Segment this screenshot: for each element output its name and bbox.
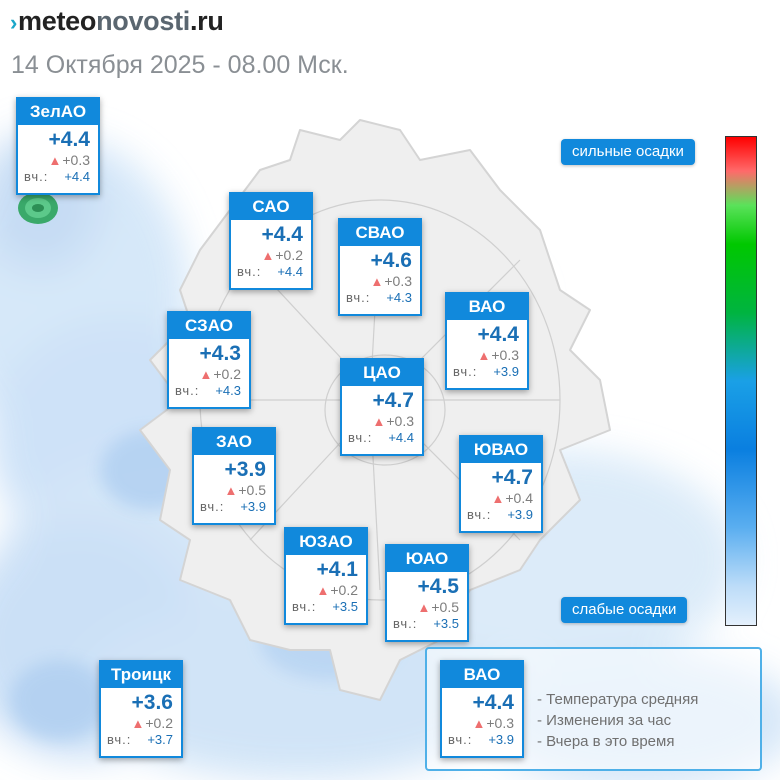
brand-logo: ›meteonovosti.ru	[10, 6, 224, 36]
district-name: ВАО	[442, 662, 522, 688]
district-card-szao: СЗАО +4.3 ▲+0.2 вч.: +4.3	[167, 311, 251, 409]
avg-temperature: +4.7	[491, 466, 533, 489]
district-name: ЦАО	[342, 360, 422, 386]
avg-temperature: +3.9	[224, 458, 266, 481]
avg-temperature: +4.4	[48, 128, 90, 151]
logo-arrow-icon: ›	[10, 10, 18, 35]
legend-box: ВАО +4.4 ▲+0.3 вч.: +3.9 - Температура ср…	[425, 647, 762, 771]
avg-temperature: +4.6	[370, 249, 412, 272]
hour-change: ▲+0.3	[477, 347, 519, 363]
district-name: ЗелАО	[18, 99, 98, 125]
yesterday-row: вч.: +3.9	[448, 732, 514, 747]
legend-line-temperature: - Температура средняя	[537, 691, 699, 708]
hour-change: ▲+0.4	[491, 490, 533, 506]
district-name: СВАО	[340, 220, 420, 246]
scale-label-light: слабые осадки	[561, 597, 688, 623]
avg-temperature: +4.7	[372, 389, 414, 412]
district-card-svao: СВАО +4.6 ▲+0.3 вч.: +4.3	[338, 218, 422, 316]
district-card-zao: ЗАО +3.9 ▲+0.5 вч.: +3.9	[192, 427, 276, 525]
avg-temperature: +4.4	[472, 691, 514, 714]
district-card-yuao: ЮАО +4.5 ▲+0.5 вч.: +3.5	[385, 544, 469, 642]
yesterday-row: вч.: +4.4	[237, 264, 303, 279]
triangle-up-icon: ▲	[472, 716, 486, 731]
district-name: САО	[231, 194, 311, 220]
triangle-up-icon: ▲	[477, 348, 491, 363]
triangle-up-icon: ▲	[261, 248, 275, 263]
precipitation-color-scale	[725, 136, 757, 626]
yesterday-row: вч.: +3.5	[292, 599, 358, 614]
hour-change: ▲+0.3	[370, 273, 412, 289]
triangle-up-icon: ▲	[316, 583, 330, 598]
triangle-up-icon: ▲	[372, 414, 386, 429]
triangle-up-icon: ▲	[491, 491, 505, 506]
avg-temperature: +4.5	[417, 575, 459, 598]
district-card-yuzao: ЮЗАО +4.1 ▲+0.2 вч.: +3.5	[284, 527, 368, 625]
district-card-zelao: ЗелАО +4.4 ▲+0.3 вч.: +4.4	[16, 97, 100, 195]
district-card-sao: САО +4.4 ▲+0.2 вч.: +4.4	[229, 192, 313, 290]
legend-line-yesterday: - Вчера в это время	[537, 733, 675, 750]
triangle-up-icon: ▲	[224, 483, 238, 498]
district-name: ЗАО	[194, 429, 274, 455]
yesterday-row: вч.: +3.7	[107, 732, 173, 747]
avg-temperature: +4.4	[477, 323, 519, 346]
hour-change: ▲+0.2	[199, 366, 241, 382]
avg-temperature: +4.3	[199, 342, 241, 365]
avg-temperature: +4.4	[261, 223, 303, 246]
district-name: ЮАО	[387, 546, 467, 572]
yesterday-row: вч.: +4.3	[346, 290, 412, 305]
triangle-up-icon: ▲	[370, 274, 384, 289]
legend-sample-card: ВАО +4.4 ▲+0.3 вч.: +3.9	[440, 660, 524, 758]
yesterday-row: вч.: +4.3	[175, 383, 241, 398]
yesterday-row: вч.: +3.9	[467, 507, 533, 522]
hour-change: ▲+0.2	[261, 247, 303, 263]
triangle-up-icon: ▲	[417, 600, 431, 615]
hour-change: ▲+0.3	[372, 413, 414, 429]
hour-change: ▲+0.3	[472, 715, 514, 731]
district-name: СЗАО	[169, 313, 249, 339]
hour-change: ▲+0.2	[131, 715, 173, 731]
hour-change: ▲+0.5	[224, 482, 266, 498]
triangle-up-icon: ▲	[199, 367, 213, 382]
triangle-up-icon: ▲	[131, 716, 145, 731]
yesterday-row: вч.: +3.9	[453, 364, 519, 379]
yesterday-row: вч.: +4.4	[24, 169, 90, 184]
district-name: ЮВАО	[461, 437, 541, 463]
avg-temperature: +3.6	[131, 691, 173, 714]
hour-change: ▲+0.5	[417, 599, 459, 615]
yesterday-row: вч.: +3.9	[200, 499, 266, 514]
scale-label-heavy: сильные осадки	[561, 139, 695, 165]
hour-change: ▲+0.2	[316, 582, 358, 598]
triangle-up-icon: ▲	[48, 153, 62, 168]
forecast-date: 14 Октября 2025 - 08.00 Мск.	[11, 51, 349, 79]
district-card-vao: ВАО +4.4 ▲+0.3 вч.: +3.9	[445, 292, 529, 390]
legend-line-change: - Изменения за час	[537, 712, 672, 729]
yesterday-row: вч.: +3.5	[393, 616, 459, 631]
district-name: ВАО	[447, 294, 527, 320]
hour-change: ▲+0.3	[48, 152, 90, 168]
yesterday-row: вч.: +4.4	[348, 430, 414, 445]
heavy-precip-spot	[18, 192, 58, 224]
district-name: Троицк	[101, 662, 181, 688]
district-name: ЮЗАО	[286, 529, 366, 555]
district-card-troitsk: Троицк +3.6 ▲+0.2 вч.: +3.7	[99, 660, 183, 758]
district-card-tsao: ЦАО +4.7 ▲+0.3 вч.: +4.4	[340, 358, 424, 456]
avg-temperature: +4.1	[316, 558, 358, 581]
district-card-yuvao: ЮВАО +4.7 ▲+0.4 вч.: +3.9	[459, 435, 543, 533]
legend-explanations: - Температура средняя - Изменения за час…	[537, 689, 698, 752]
